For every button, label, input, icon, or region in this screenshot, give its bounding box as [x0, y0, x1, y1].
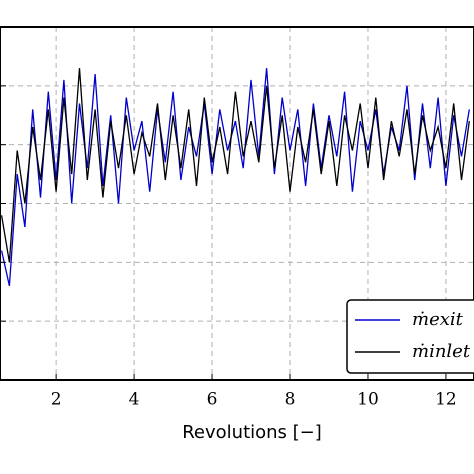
x-tick-label: 4: [129, 390, 140, 410]
x-tick-label: 10: [357, 390, 379, 410]
legend-label: ṁinlet: [412, 341, 471, 362]
x-tick-label: 6: [207, 390, 218, 410]
legend: ṁexit ṁinlet: [346, 299, 474, 374]
series-line: [0, 68, 470, 287]
legend-label: ṁexit: [412, 309, 464, 330]
legend-box: [346, 299, 474, 374]
x-tick-label: 2: [51, 390, 62, 410]
plot-frame: [0, 26, 474, 381]
x-axis-label: Revolutions [−]: [182, 422, 322, 443]
x-tick-label: 12: [435, 390, 457, 410]
series-line: [0, 68, 470, 263]
x-tick-label: 8: [285, 390, 296, 410]
